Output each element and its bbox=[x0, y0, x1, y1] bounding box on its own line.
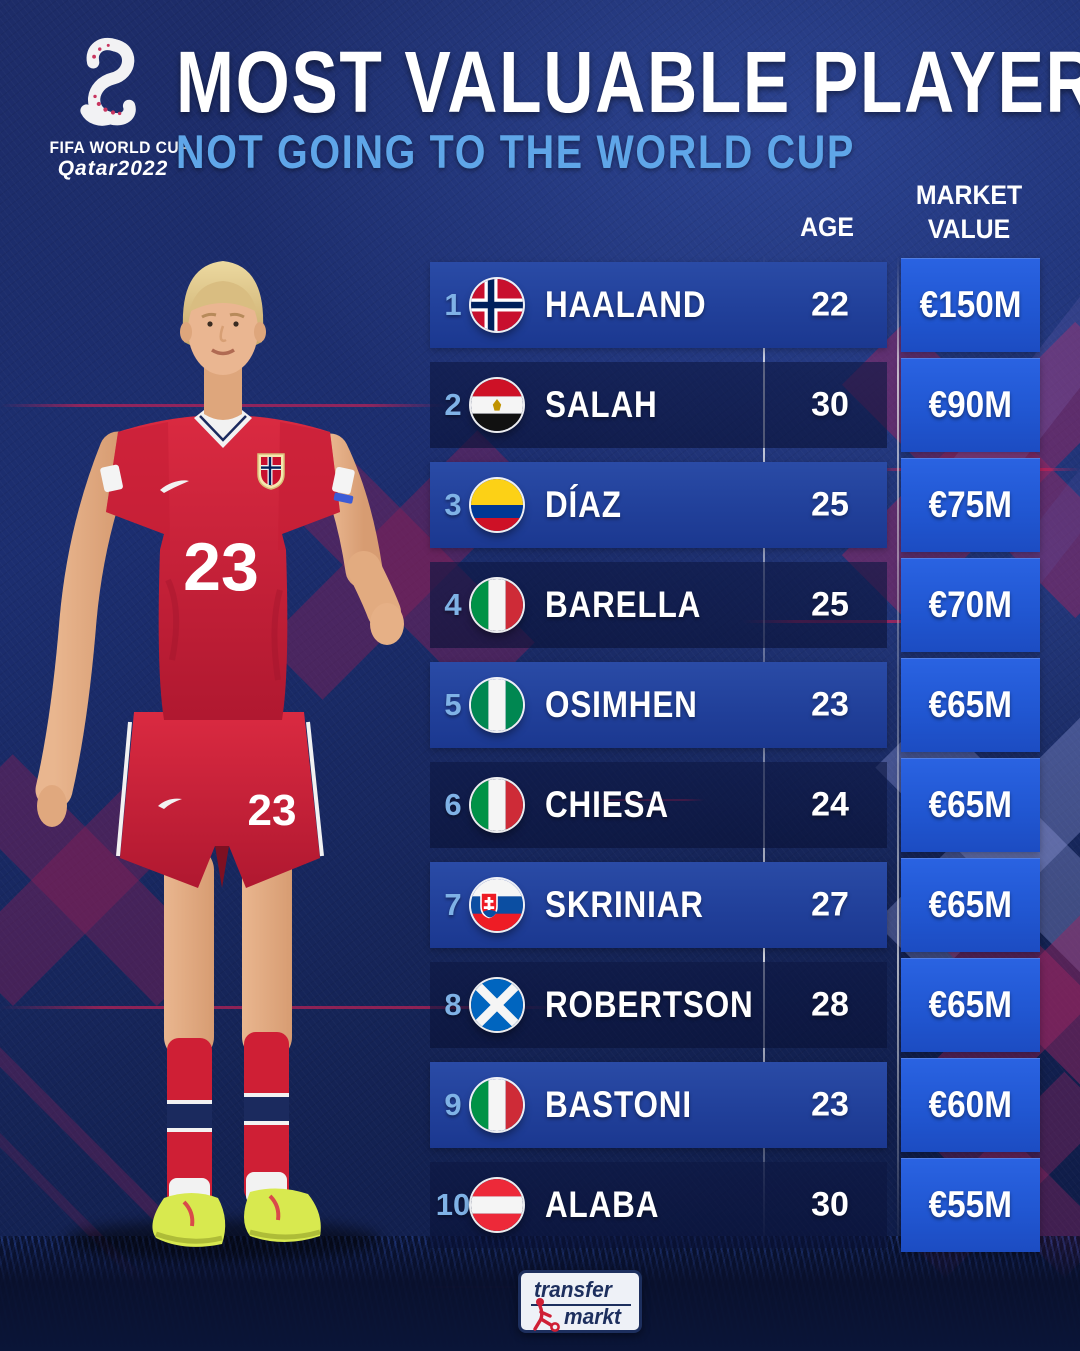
market-value-badge: €150M bbox=[901, 258, 1040, 352]
flag-italy-icon bbox=[471, 1079, 523, 1131]
table-row: 3 DÍAZ 25 €75M bbox=[430, 458, 1045, 552]
market-value-badge: €65M bbox=[901, 958, 1040, 1052]
flag-austria-icon bbox=[471, 1179, 523, 1231]
player-age: 23 bbox=[811, 1085, 849, 1124]
flag-egypt-icon bbox=[471, 379, 523, 431]
rank-number: 9 bbox=[444, 1087, 462, 1122]
player-age: 23 bbox=[811, 685, 849, 724]
table-row: 8 ROBERTSON 28 €65M bbox=[430, 958, 1045, 1052]
flag-italy-icon bbox=[471, 779, 523, 831]
market-value: €75M bbox=[928, 484, 1013, 525]
market-value-header-line2: VALUE bbox=[927, 214, 1011, 245]
rank-number: 4 bbox=[444, 587, 462, 622]
rank-number: 8 bbox=[444, 987, 462, 1022]
player-name: SALAH bbox=[545, 384, 658, 425]
player-age: 28 bbox=[811, 985, 849, 1024]
brand-text-transfer: transfer bbox=[534, 1277, 612, 1302]
market-value-badge: €70M bbox=[901, 558, 1040, 652]
rank-number: 2 bbox=[444, 387, 462, 422]
market-value: €55M bbox=[928, 1184, 1013, 1225]
flag-italy-icon bbox=[471, 579, 523, 631]
flag-norway-icon bbox=[471, 279, 523, 331]
players-table: 1 HAALAND 22 €150M 2 SALAH 30 €90M 3 bbox=[430, 258, 1045, 1252]
page-subtitle: NOT GOING TO THE WORLD CUP bbox=[176, 125, 856, 178]
player-age: 25 bbox=[811, 585, 849, 624]
market-value: €90M bbox=[928, 384, 1013, 425]
sock-stripes bbox=[167, 1093, 289, 1132]
brand-divider bbox=[531, 1304, 631, 1306]
market-value: €60M bbox=[928, 1084, 1013, 1125]
table-row: 2 SALAH 30 €90M bbox=[430, 358, 1045, 452]
table-row: 4 BARELLA 25 €70M bbox=[430, 558, 1045, 652]
player-name: BARELLA bbox=[545, 584, 702, 625]
table-row: 5 OSIMHEN 23 €65M bbox=[430, 658, 1045, 752]
player-name: SKRINIAR bbox=[545, 884, 704, 925]
qatar-2022-text: Qatar2022 bbox=[57, 157, 169, 180]
market-value: €150M bbox=[919, 284, 1022, 325]
market-value-badge: €65M bbox=[901, 758, 1040, 852]
qatar-2022-emblem-icon bbox=[80, 38, 136, 126]
table-row: 6 CHIESA 24 €65M bbox=[430, 758, 1045, 852]
player-photo-haaland: 23 23 bbox=[18, 250, 438, 1262]
player-age: 25 bbox=[811, 485, 849, 524]
fifa-world-cup-logo: FIFA WORLD CUP Qatar2022 bbox=[44, 34, 191, 181]
rank-number: 5 bbox=[444, 687, 462, 722]
player-name: DÍAZ bbox=[545, 484, 622, 525]
player-age: 22 bbox=[811, 285, 849, 324]
player-age: 30 bbox=[811, 385, 849, 424]
player-name: CHIESA bbox=[545, 784, 669, 825]
column-header-age: AGE bbox=[800, 212, 854, 242]
rank-number: 1 bbox=[444, 287, 462, 322]
rank-number: 7 bbox=[444, 887, 462, 922]
kicking-player-icon bbox=[533, 1298, 560, 1332]
brand-text-markt: markt bbox=[564, 1304, 621, 1329]
player-name: OSIMHEN bbox=[545, 684, 698, 725]
flag-nigeria-icon bbox=[471, 679, 523, 731]
shorts-number: 23 bbox=[248, 786, 297, 835]
player-name: ALABA bbox=[545, 1184, 660, 1225]
table-row: 7 SKRINIAR 27 €65M bbox=[430, 858, 1045, 952]
market-value-badge: €75M bbox=[901, 458, 1040, 552]
player-name: HAALAND bbox=[545, 284, 707, 325]
table-row: 10 ALABA 30 €55M bbox=[430, 1158, 1045, 1252]
fifa-logo-text: FIFA WORLD CUP bbox=[49, 138, 191, 157]
jersey-number: 23 bbox=[183, 529, 259, 605]
value-column-divider-line bbox=[897, 256, 899, 1252]
market-value-badge: €65M bbox=[901, 858, 1040, 952]
flag-slovakia-icon bbox=[471, 879, 523, 931]
table-row: 1 HAALAND 22 €150M bbox=[430, 258, 1045, 352]
market-value-badge: €90M bbox=[901, 358, 1040, 452]
column-divider-line bbox=[763, 256, 765, 1252]
market-value: €70M bbox=[928, 584, 1013, 625]
player-name: ROBERTSON bbox=[545, 984, 754, 1025]
rank-number: 6 bbox=[444, 787, 462, 822]
table-row: 9 BASTONI 23 €60M bbox=[430, 1058, 1045, 1152]
page-title: MOST VALUABLE PLAYERS bbox=[176, 34, 1080, 131]
norway-crest bbox=[257, 453, 285, 490]
market-value: €65M bbox=[928, 784, 1013, 825]
rank-number: 10 bbox=[435, 1187, 471, 1222]
market-value: €65M bbox=[928, 984, 1013, 1025]
market-value-badge: €55M bbox=[901, 1158, 1040, 1252]
market-value: €65M bbox=[928, 684, 1013, 725]
column-header-market-value: MARKET VALUE bbox=[902, 178, 1036, 246]
market-value-badge: €60M bbox=[901, 1058, 1040, 1152]
market-value: €65M bbox=[928, 884, 1013, 925]
player-age: 30 bbox=[811, 1185, 849, 1224]
player-age: 27 bbox=[811, 885, 849, 924]
player-name: BASTONI bbox=[545, 1084, 692, 1125]
market-value-header-line1: MARKET bbox=[915, 180, 1023, 210]
transfermarkt-logo: transfer markt bbox=[518, 1270, 642, 1333]
market-value-badge: €65M bbox=[901, 658, 1040, 752]
player-age: 24 bbox=[811, 785, 849, 824]
flag-scotland-icon bbox=[471, 979, 523, 1031]
rank-number: 3 bbox=[444, 487, 462, 522]
flag-colombia-icon bbox=[471, 479, 523, 531]
